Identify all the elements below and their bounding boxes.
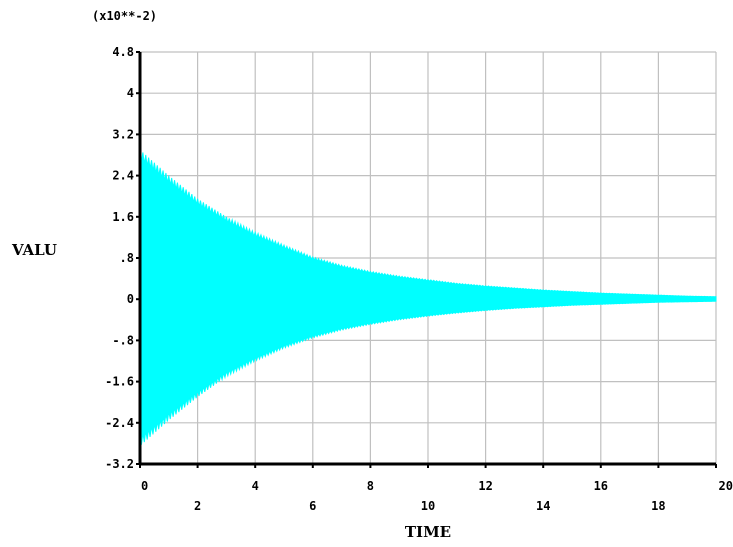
x-tick-label: 14 [536,499,550,513]
x-tick-label: 2 [194,499,201,513]
x-tick-label: 10 [421,499,435,513]
y-tick-label: -1.6 [105,375,134,389]
y-tick-label: 2.4 [112,169,134,183]
y-tick-label: 3.2 [112,127,134,141]
x-tick-label: 4 [252,479,259,493]
x-tick-label: 18 [651,499,665,513]
scale-note: (x10**-2) [92,9,157,23]
y-tick-label: -3.2 [105,457,134,471]
x-tick-label: 16 [594,479,608,493]
y-tick-label: .8 [120,251,134,265]
y-tick-label: 0 [127,292,134,306]
x-axis-title: TIME [405,523,451,541]
x-tick-label: 6 [309,499,316,513]
x-tick-label: 0 [141,479,148,493]
x-tick-label: 12 [478,479,492,493]
x-tick-label: 20 [719,479,733,493]
y-tick-label: -2.4 [105,416,134,430]
y-tick-label: 4.8 [112,45,134,59]
y-tick-label: 4 [127,86,134,100]
x-tick-label: 8 [367,479,374,493]
y-tick-label: 1.6 [112,210,134,224]
y-tick-label: -.8 [112,333,134,347]
y-axis-title: VALU [11,241,57,259]
